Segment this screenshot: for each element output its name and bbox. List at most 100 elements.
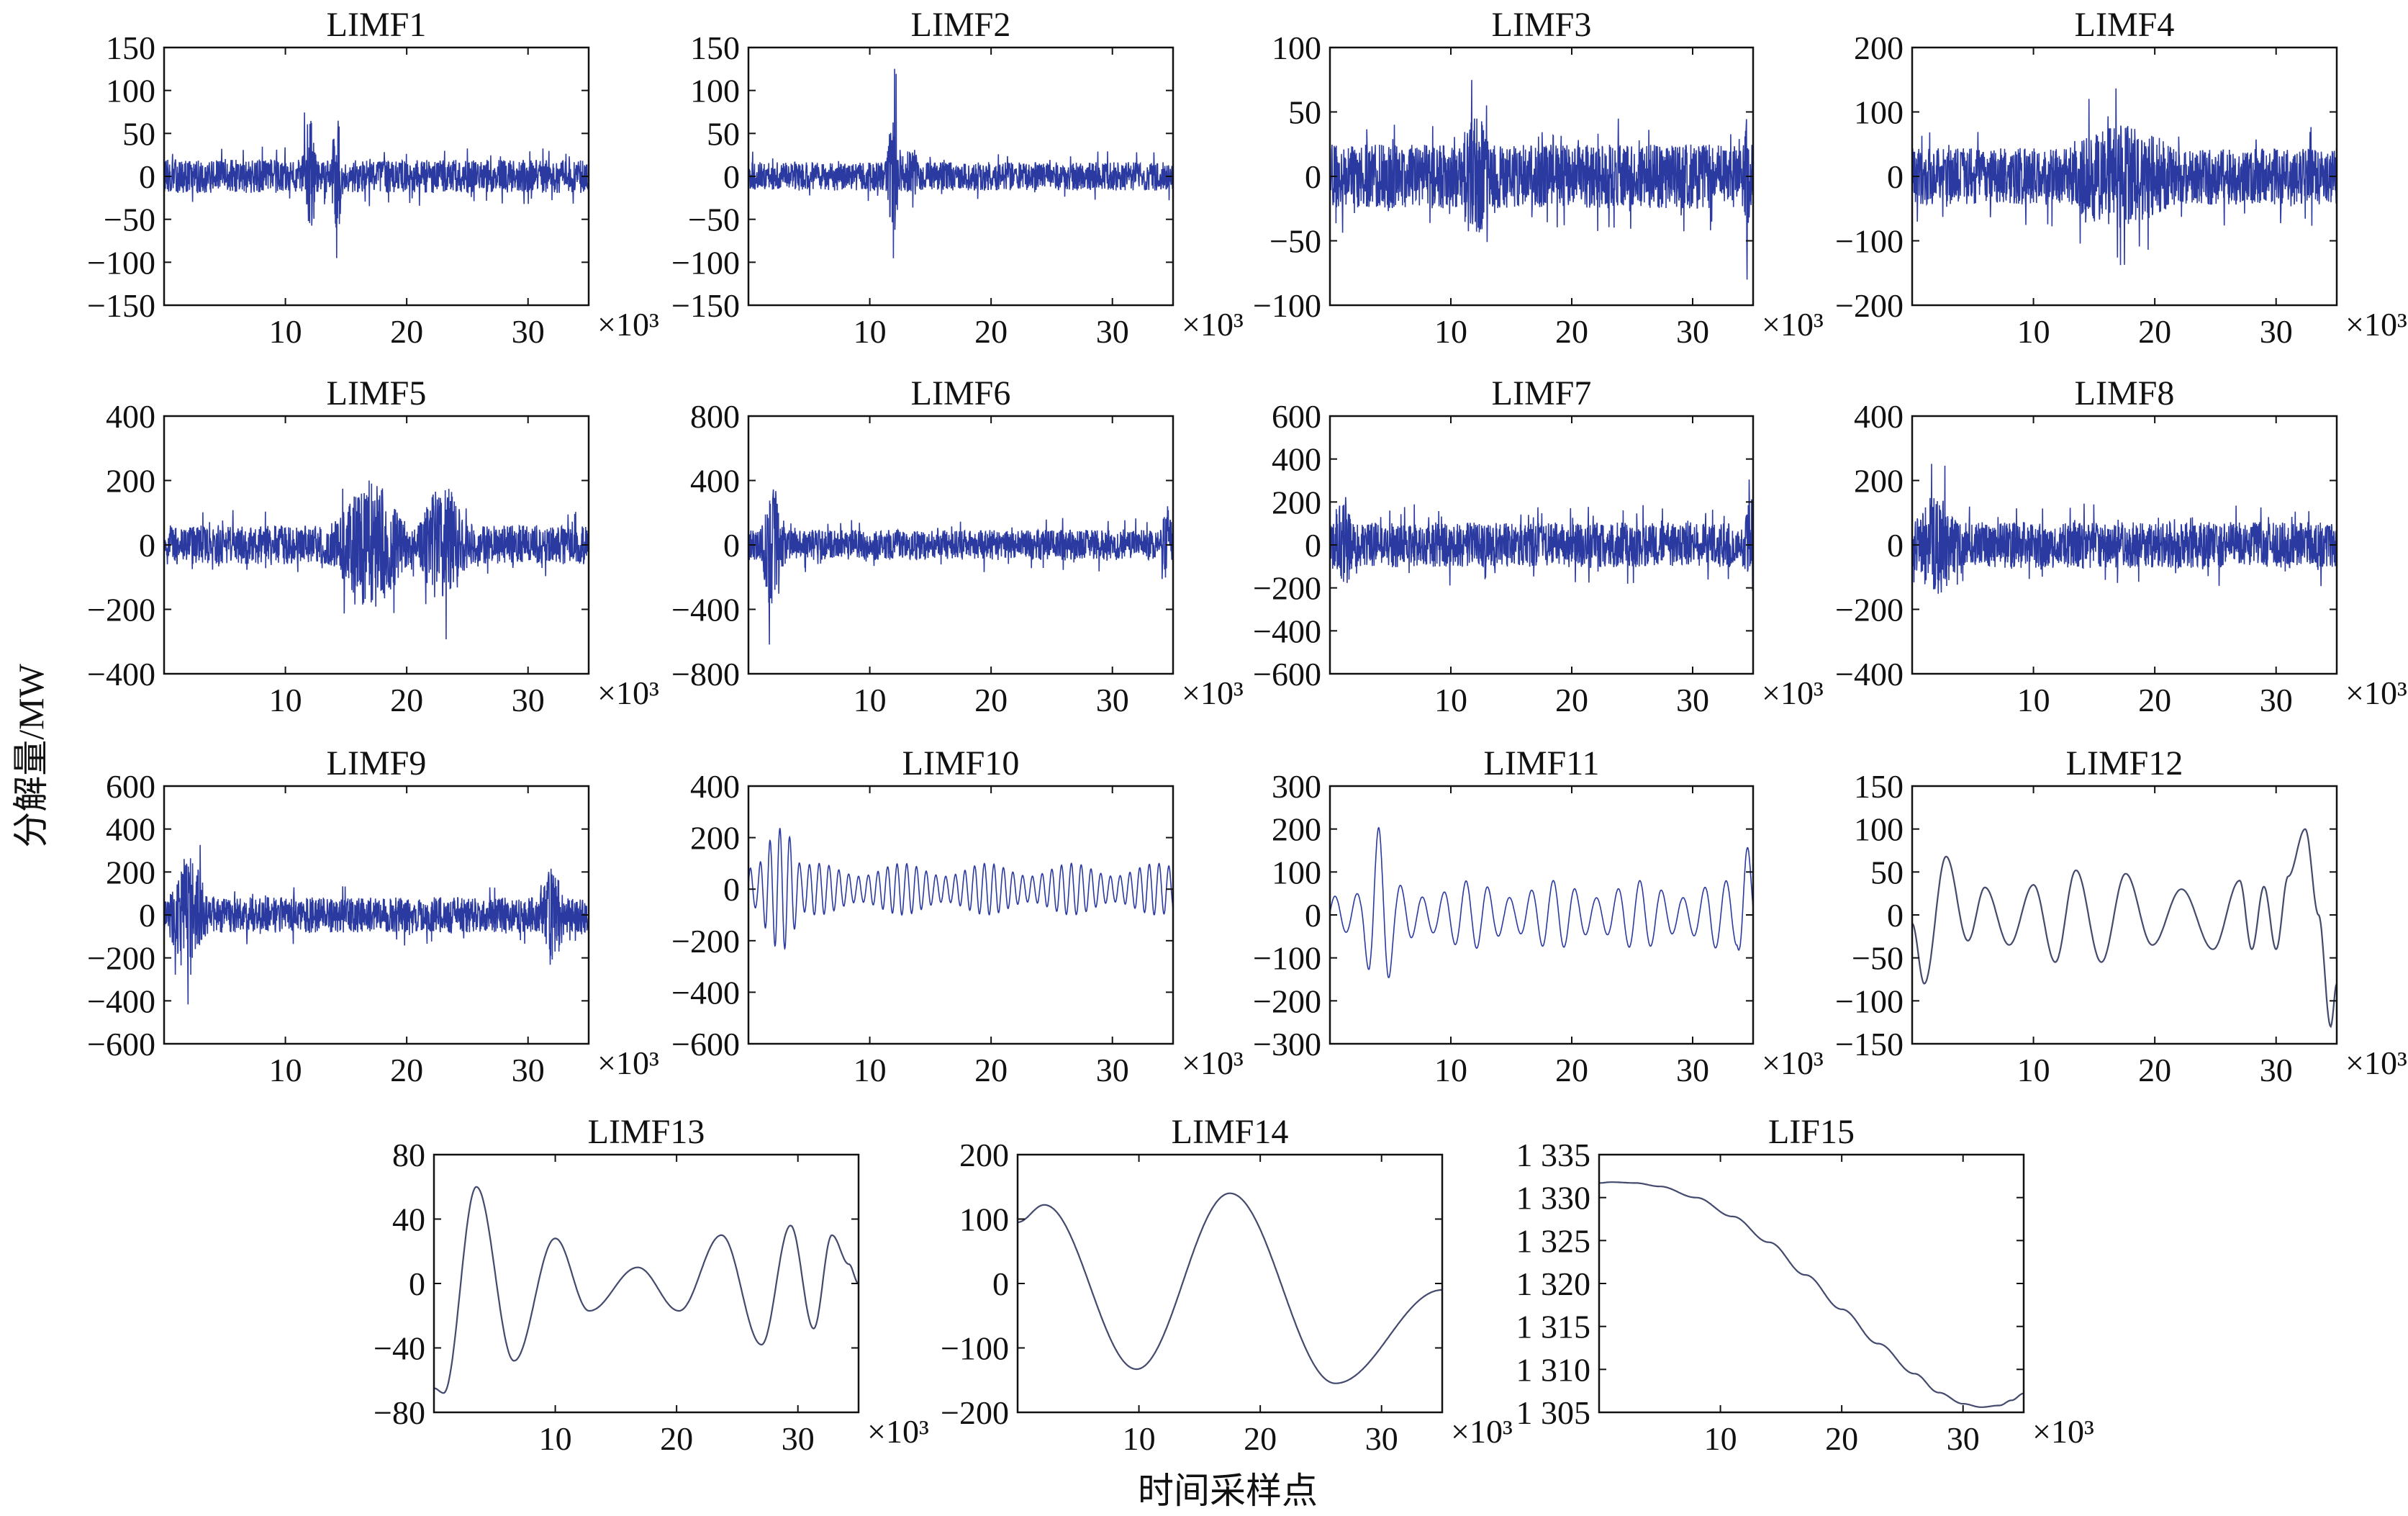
figure-xlabel: 时间采样点 bbox=[1138, 1471, 1318, 1511]
x-tick-label: 20 bbox=[1825, 1420, 1858, 1457]
x-multiplier: ×10³ bbox=[867, 1413, 929, 1450]
y-tick-label: 400 bbox=[1272, 441, 1321, 478]
series-line bbox=[1599, 1181, 2024, 1408]
x-tick-label: 30 bbox=[512, 1052, 545, 1088]
chart-title: LIMF8 bbox=[2075, 374, 2175, 412]
chart-title: LIMF2 bbox=[911, 6, 1011, 44]
y-tick-label: −400 bbox=[1835, 656, 1904, 692]
chart-panel-3: LIMF3 100 50 0 −50 −100 10 20 30 ×10³ bbox=[1253, 6, 1824, 350]
y-tick-label: −100 bbox=[1253, 940, 1321, 977]
y-tick-label: 80 bbox=[392, 1137, 425, 1173]
y-tick-label: 100 bbox=[106, 73, 155, 109]
y-tick-label: 200 bbox=[1854, 30, 1904, 66]
y-tick-label: 0 bbox=[1887, 158, 1904, 195]
y-tick-label: −100 bbox=[671, 244, 740, 281]
series-line bbox=[748, 489, 1173, 645]
y-tick-label: −150 bbox=[1835, 1026, 1904, 1062]
y-tick-label: −400 bbox=[87, 656, 155, 692]
chart-title: LIMF3 bbox=[1492, 6, 1592, 44]
x-tick-label: 20 bbox=[660, 1420, 693, 1457]
x-multiplier: ×10³ bbox=[1182, 674, 1244, 711]
y-tick-label: 0 bbox=[139, 897, 155, 934]
x-multiplier: ×10³ bbox=[1762, 306, 1824, 343]
x-tick-label: 10 bbox=[2017, 313, 2050, 350]
x-multiplier: ×10³ bbox=[597, 674, 659, 711]
y-tick-label: 0 bbox=[723, 527, 740, 564]
x-tick-label: 10 bbox=[1434, 313, 1467, 350]
x-tick-label: 10 bbox=[854, 1052, 887, 1088]
series-line bbox=[1330, 826, 1753, 978]
chart-panel-5: LIMF5 400 200 0 −200 −400 10 20 30 ×10³ bbox=[87, 374, 659, 718]
x-tick-label: 20 bbox=[1555, 1052, 1588, 1088]
x-tick-label: 10 bbox=[1434, 682, 1467, 718]
x-tick-label: 10 bbox=[2017, 1052, 2050, 1088]
series-line bbox=[1912, 828, 2337, 1029]
y-tick-label: 400 bbox=[106, 811, 155, 848]
y-tick-label: −50 bbox=[1852, 940, 1904, 977]
y-tick-label: −300 bbox=[1253, 1026, 1321, 1062]
x-tick-label: 20 bbox=[390, 1052, 423, 1088]
y-tick-label: −400 bbox=[671, 592, 740, 628]
plot-frame bbox=[433, 1153, 860, 1414]
x-tick-label: 10 bbox=[269, 682, 302, 718]
y-tick-label: −50 bbox=[1269, 223, 1321, 260]
x-tick-label: 20 bbox=[1555, 682, 1588, 718]
chart-panel-7: LIMF7 600 400 200 0 −200 −400 −600 10 20 30 ×10³ bbox=[1253, 374, 1824, 718]
y-tick-label: 100 bbox=[1854, 94, 1904, 131]
x-tick-label: 10 bbox=[854, 682, 887, 718]
x-tick-label: 30 bbox=[1947, 1420, 1980, 1457]
y-tick-label: −200 bbox=[1253, 570, 1321, 607]
y-tick-label: −600 bbox=[87, 1026, 155, 1062]
y-tick-label: 400 bbox=[690, 768, 740, 805]
y-tick-label: −50 bbox=[104, 202, 155, 238]
x-tick-label: 10 bbox=[269, 313, 302, 350]
y-tick-label: 100 bbox=[1854, 811, 1904, 848]
y-tick-label: 100 bbox=[1272, 854, 1321, 890]
x-tick-label: 30 bbox=[2260, 313, 2293, 350]
series-line bbox=[1330, 80, 1753, 280]
x-tick-label: 30 bbox=[1365, 1420, 1398, 1457]
x-tick-label: 30 bbox=[2260, 682, 2293, 718]
y-tick-label: 0 bbox=[992, 1265, 1009, 1302]
y-tick-label: 50 bbox=[1288, 94, 1321, 131]
x-tick-label: 30 bbox=[1096, 1052, 1129, 1088]
x-multiplier: ×10³ bbox=[1182, 306, 1244, 343]
x-tick-label: 10 bbox=[2017, 682, 2050, 718]
x-multiplier: ×10³ bbox=[2345, 306, 2407, 343]
x-tick-label: 30 bbox=[782, 1420, 815, 1457]
chart-panel-11: LIMF11 300 200 100 0 −100 −200 −300 10 20 30 ×10³ bbox=[1253, 744, 1824, 1088]
series-line bbox=[748, 828, 1173, 950]
x-tick-label: 20 bbox=[390, 682, 423, 718]
x-tick-label: 30 bbox=[2260, 1052, 2293, 1088]
plot-frame bbox=[1329, 785, 1755, 1045]
x-tick-label: 30 bbox=[512, 313, 545, 350]
y-tick-label: 0 bbox=[1887, 527, 1904, 564]
x-multiplier: ×10³ bbox=[2345, 1044, 2407, 1081]
y-tick-label: −100 bbox=[1835, 983, 1904, 1019]
x-tick-label: 20 bbox=[974, 313, 1008, 350]
y-tick-label: −200 bbox=[87, 592, 155, 628]
x-tick-label: 20 bbox=[1555, 313, 1588, 350]
x-tick-label: 10 bbox=[1123, 1420, 1156, 1457]
chart-panel-2: LIMF2 150 100 50 0 −50 −100 −150 10 20 30 ×10³ bbox=[671, 6, 1244, 350]
y-tick-label: 100 bbox=[1272, 30, 1321, 66]
chart-title: LIMF13 bbox=[588, 1113, 705, 1151]
y-tick-label: 1 320 bbox=[1516, 1265, 1591, 1302]
x-tick-label: 10 bbox=[1704, 1420, 1737, 1457]
x-tick-label: 10 bbox=[269, 1052, 302, 1088]
y-tick-label: 200 bbox=[1854, 463, 1904, 500]
y-tick-label: −100 bbox=[87, 244, 155, 281]
y-tick-label: 200 bbox=[106, 854, 155, 890]
x-tick-label: 30 bbox=[512, 682, 545, 718]
y-tick-label: 1 330 bbox=[1516, 1180, 1591, 1217]
y-tick-label: 150 bbox=[106, 30, 155, 66]
y-tick-label: −100 bbox=[1835, 223, 1904, 260]
chart-title: LIMF7 bbox=[1492, 374, 1592, 412]
chart-title: LIMF12 bbox=[2066, 744, 2183, 782]
y-tick-label: −200 bbox=[671, 923, 740, 960]
y-tick-label: −50 bbox=[688, 202, 740, 238]
chart-title: LIMF1 bbox=[327, 6, 427, 44]
y-tick-label: 600 bbox=[1272, 398, 1321, 435]
y-tick-label: 400 bbox=[690, 463, 740, 500]
